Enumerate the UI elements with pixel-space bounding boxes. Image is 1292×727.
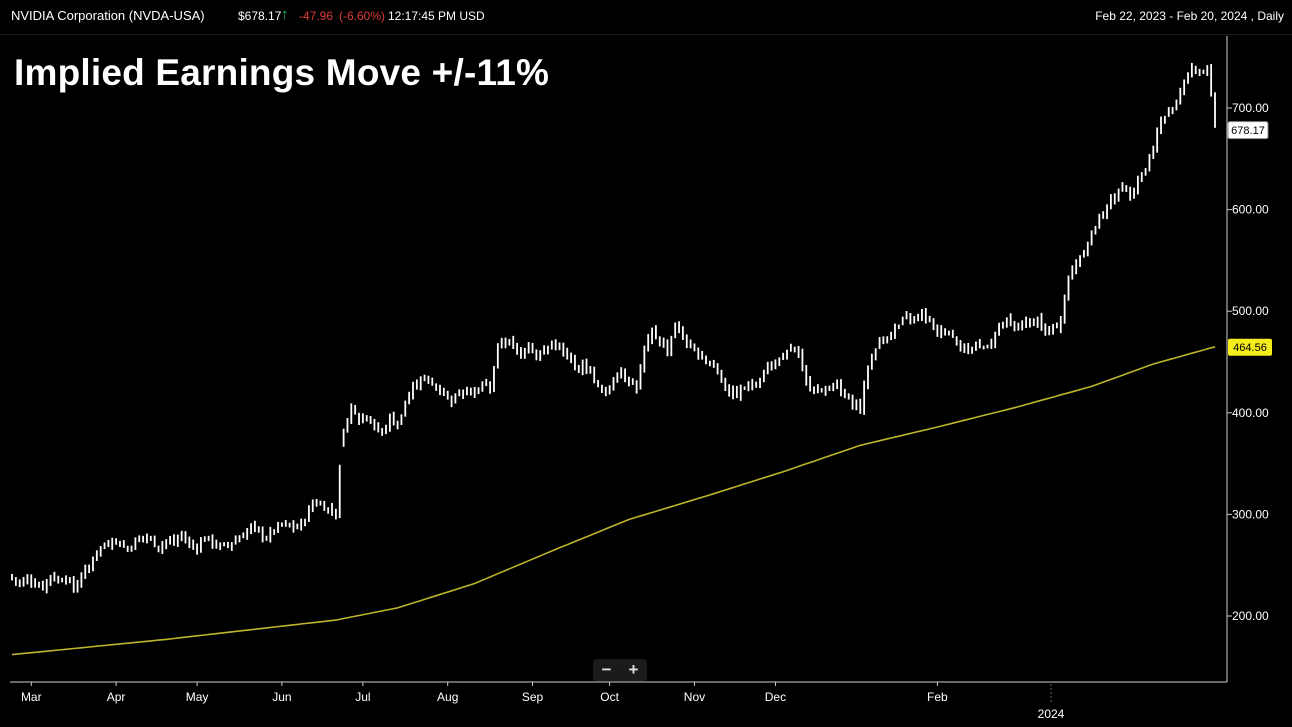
y-tick-label: 300.00 (1232, 507, 1269, 521)
x-axis-ticks: Mar Apr May Jun Jul Aug Sep Oct Nov Dec Feb (21, 682, 948, 704)
x-tick-label: Sep (522, 690, 544, 704)
x-tick-label: Oct (600, 690, 619, 704)
last-price-label: 678.17 (1231, 125, 1265, 137)
y-tick-label: 400.00 (1232, 406, 1269, 420)
last-price: $678.17 (238, 9, 282, 23)
x-tick-label: Mar (21, 690, 42, 704)
symbol-label[interactable]: NVIDIA Corporation (NVDA-USA) (11, 8, 205, 23)
y-tick-label: 600.00 (1232, 203, 1269, 217)
headline-annotation: Implied Earnings Move +/-11% (14, 52, 550, 93)
last-price-marker: 678.17 (1227, 121, 1269, 140)
moving-average-line (11, 346, 1216, 656)
moving-average-marker: 464.56 (1228, 338, 1272, 356)
price-bars-layer (11, 62, 1216, 594)
y-axis-ticks: 700.00 600.00 500.00 400.00 300.00 200.00 (1227, 101, 1269, 623)
x-tick-label: Apr (107, 690, 126, 704)
x-tick-label: Feb (927, 690, 948, 704)
quote-time: 12:17:45 PM USD (388, 9, 485, 23)
ma-value-label: 464.56 (1233, 342, 1267, 354)
up-arrow-icon: ↑ (281, 6, 289, 23)
x-year-label: 2024 (1038, 707, 1065, 721)
x-tick-label: Aug (437, 690, 458, 704)
x-tick-label: Dec (765, 690, 786, 704)
x-tick-label: Nov (684, 690, 705, 704)
date-range[interactable]: Feb 22, 2023 - Feb 20, 2024 , Daily (1095, 9, 1284, 23)
zoom-in-button[interactable]: + (628, 660, 639, 679)
x-tick-label: Jul (355, 690, 370, 704)
zoom-controls: − + (593, 659, 647, 681)
price-change-percent: (-6.60%) (339, 9, 386, 23)
y-tick-label: 200.00 (1232, 609, 1269, 623)
x-tick-label: May (186, 690, 209, 704)
y-tick-label: 500.00 (1232, 304, 1269, 318)
quote-header: NVIDIA Corporation (NVDA-USA) $678.17 ↑ … (0, 0, 1292, 35)
x-tick-label: Jun (272, 690, 291, 704)
price-change: -47.96 (299, 9, 334, 23)
moving-average-layer (11, 346, 1216, 656)
y-tick-label: 700.00 (1232, 101, 1269, 115)
zoom-out-button[interactable]: − (601, 660, 612, 679)
